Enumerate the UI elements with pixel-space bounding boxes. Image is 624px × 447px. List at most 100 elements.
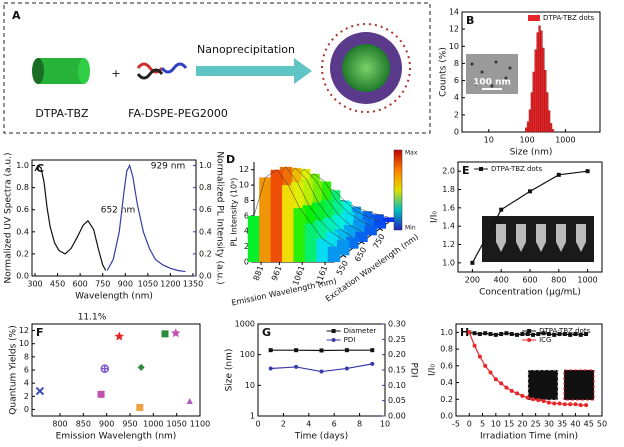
panel-letter: D [226,153,235,166]
bar [525,127,528,133]
marker [344,348,349,353]
marker [467,330,472,335]
inset-vial [576,224,586,252]
y-tick-label: 1.2 [442,240,455,249]
y-tick-label: 0.4 [440,378,453,387]
y2-tick-label: 0.0 [199,272,212,281]
marker [499,332,504,337]
legend-label: ICG [539,336,551,344]
x-tick-label: 30 [544,420,554,429]
x-tick-label: 10 [491,420,501,429]
y-tick-label: 0 [454,128,459,137]
component-label: DTPA-TBZ [35,107,89,120]
y-tick [379,228,384,232]
marker [530,397,535,402]
y-axis-label: I/I₀ [428,364,438,376]
legend-symbol [527,338,532,342]
y-tick-label: 12 [19,326,29,335]
marker [472,331,477,336]
y-tick-label: 1.4 [442,222,455,231]
x-tick-label: 1350 [183,280,203,289]
y-axis-label: Size (nm) [225,349,235,392]
marker [520,332,525,337]
z-tick-label: 10 [239,181,249,190]
y-tick [342,254,347,258]
legend-symbol [479,167,483,171]
cylinder [32,58,90,84]
y-tick-label: 0.6 [440,361,453,370]
bar [534,49,537,133]
x-tick-label: 0 [255,420,260,429]
marker [525,395,530,400]
marker [268,348,273,353]
bar [538,25,541,133]
bar [542,47,545,133]
point [100,364,110,373]
marker [294,348,299,353]
x-tick-label: 1050 [138,280,158,289]
x-tick-label: 600 [73,280,88,289]
marker [552,332,557,337]
x-tick-label: 1050 [166,420,186,429]
panel-letter: B [466,14,474,27]
x-tick-label: 800 [551,276,566,285]
y-tick-label: 4 [454,93,459,102]
y2-tick-label: 0.20 [388,350,406,359]
y-tick-label: 1 [250,412,255,421]
y-tick-label: 1.0 [440,328,453,337]
marker [370,348,375,353]
marker [493,332,498,337]
legend-swatch [528,15,540,21]
marker [573,402,578,407]
x-tick-label: 6 [332,420,337,429]
bar [546,92,549,133]
marker [584,332,589,337]
marker [536,332,541,337]
y2-tick-label: 0.25 [388,335,406,344]
marker [477,354,482,359]
y2-tick-label: 0.05 [388,396,406,405]
x-tick-label: 300 [27,280,42,289]
marker [584,403,589,408]
panel-letter: F [36,326,44,339]
point [186,398,193,404]
marker [541,398,546,403]
bar [536,32,539,133]
x-tick-label: 100 [519,136,534,145]
y2-tick-label: 0.4 [199,227,212,236]
marker [562,332,567,337]
marker [556,172,561,177]
marker [546,332,551,337]
marker [568,332,573,337]
x-tick-label: 400 [494,276,509,285]
marker [573,332,578,337]
y-tick-label: 8 [24,352,29,361]
y-tick-label: 1.0 [16,161,29,170]
y-tick-label: 12 [449,25,459,34]
colorbar [393,149,403,231]
y-axis-label: Quantum Yields (%) [9,325,19,414]
annotation: 11.1% [78,313,107,323]
marker [319,348,324,353]
marker [546,400,551,405]
inset-particle [494,60,498,64]
inset-particle [470,62,474,66]
marker [520,393,525,398]
x-tick-label: 1000 [555,136,575,145]
inset-vial [536,224,546,252]
y-axis-label: I/I₀ [430,211,440,223]
y-tick-label: 1.0 [442,258,455,267]
marker [483,363,488,368]
bar [528,109,532,133]
z-tick-label: 4 [244,227,249,236]
z-tick-label: 0 [244,258,249,267]
y-tick-label: 6 [24,366,29,375]
marker [562,402,567,407]
colorbar-label: Max [405,150,418,157]
y-tick-label: 0 [24,405,29,414]
component-label: FA-DSPE-PEG2000 [128,107,228,120]
x-tick-label: 4 [306,420,311,429]
point [137,363,145,371]
marker [509,332,514,337]
y-tick-label: 0.6 [16,205,29,214]
